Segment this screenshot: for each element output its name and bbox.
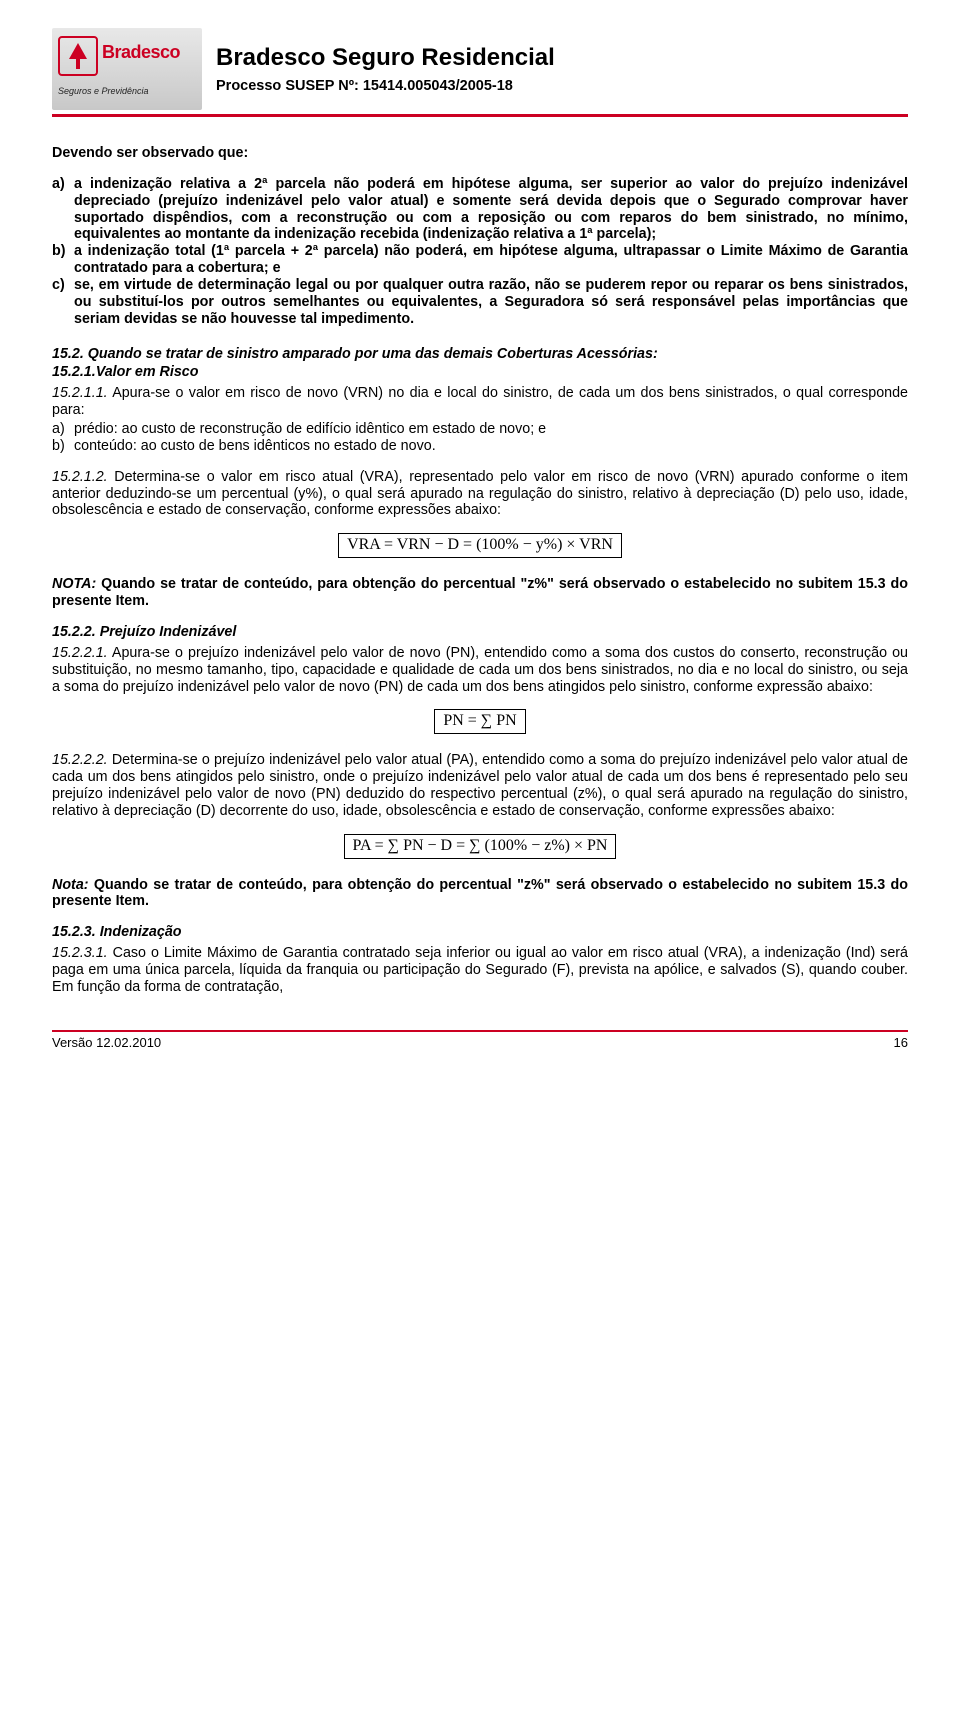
sublist-item-a: a)prédio: ao custo de reconstrução de ed… [52, 421, 908, 438]
formula-vra-text: VRA = VRN − D = (100% − y%) × VRN [338, 533, 622, 558]
text-15-2-3-1: Caso o Limite Máximo de Garantia contrat… [52, 945, 908, 995]
tree-icon [58, 36, 98, 76]
formula-pa: PA = ∑ PN − D = ∑ (100% − z%) × PN [52, 834, 908, 859]
nota-1-text: Quando se tratar de conteúdo, para obten… [52, 576, 908, 609]
nota-1: NOTA: Quando se tratar de conteúdo, para… [52, 576, 908, 610]
para-15-2-3-1: 15.2.3.1. Caso o Limite Máximo de Garant… [52, 945, 908, 996]
section-15-2-title: 15.2. Quando se tratar de sinistro ampar… [52, 346, 908, 363]
para-15-2-2-2: 15.2.2.2. Determina-se o prejuízo indeni… [52, 752, 908, 819]
formula-pn-text: PN = ∑ PN [434, 709, 525, 734]
text-15-2-2-2: Determina-se o prejuízo indenizável pelo… [52, 752, 908, 819]
text-15-2-1-1: Apura-se o valor em risco de novo (VRN) … [52, 385, 908, 418]
list-item-a: a)a indenização relativa a 2ª parcela nã… [52, 176, 908, 243]
lead-15-2-2-2: 15.2.2.2. [52, 752, 108, 768]
sublist-marker-a: a) [52, 421, 74, 438]
text-15-2-2-1: Apura-se o prejuízo indenizável pelo val… [52, 645, 908, 695]
brand-logo: Bradesco Seguros e Previdência [52, 28, 202, 110]
lead-15-2-2-1: 15.2.2.1. [52, 645, 108, 661]
nota-2: Nota: Quando se tratar de conteúdo, para… [52, 877, 908, 911]
footer-version: Versão 12.02.2010 [52, 1035, 161, 1050]
lead-15-2-1-2: 15.2.1.2. [52, 469, 108, 485]
header: Bradesco Seguros e Previdência Bradesco … [52, 28, 908, 110]
sublist-text-b: conteúdo: ao custo de bens idênticos no … [74, 438, 436, 454]
logo-sub-text: Seguros e Previdência [58, 86, 196, 97]
list-marker-a: a) [52, 176, 74, 193]
sublist-15-2-1-1: a)prédio: ao custo de reconstrução de ed… [52, 421, 908, 455]
formula-pa-text: PA = ∑ PN − D = ∑ (100% − z%) × PN [344, 834, 617, 859]
section-15-2-2-title: 15.2.2. Prejuízo Indenizável [52, 624, 908, 641]
list-item-b: b)a indenização total (1ª parcela + 2ª p… [52, 243, 908, 277]
footer-page: 16 [894, 1035, 908, 1050]
formula-pn: PN = ∑ PN [52, 709, 908, 734]
list-item-c: c)se, em virtude de determinação legal o… [52, 277, 908, 328]
list-text-a: a indenização relativa a 2ª parcela não … [74, 176, 908, 243]
text-15-2-1-2: Determina-se o valor em risco atual (VRA… [52, 469, 908, 519]
formula-vra: VRA = VRN − D = (100% − y%) × VRN [52, 533, 908, 558]
list-text-c: se, em virtude de determinação legal ou … [74, 277, 908, 327]
list-text-b: a indenização total (1ª parcela + 2ª par… [74, 243, 908, 276]
nota-2-lead: Nota: [52, 877, 89, 893]
nota-1-lead: NOTA: [52, 576, 96, 592]
list-marker-c: c) [52, 277, 74, 294]
sublist-text-a: prédio: ao custo de reconstrução de edif… [74, 421, 546, 437]
para-15-2-2-1: 15.2.2.1. Apura-se o prejuízo indenizáve… [52, 645, 908, 696]
sublist-item-b: b)conteúdo: ao custo de bens idênticos n… [52, 438, 908, 455]
para-15-2-1-1: 15.2.1.1. Apura-se o valor em risco de n… [52, 385, 908, 419]
para-15-2-1-2: 15.2.1.2. Determina-se o valor em risco … [52, 469, 908, 520]
sublist-marker-b: b) [52, 438, 74, 455]
lead-15-2-3-1: 15.2.3.1. [52, 945, 108, 961]
document-subtitle: Processo SUSEP Nº: 15414.005043/2005-18 [216, 78, 555, 95]
footer: Versão 12.02.2010 16 [52, 1032, 908, 1050]
observation-list: a)a indenização relativa a 2ª parcela nã… [52, 176, 908, 328]
logo-brand-text: Bradesco [102, 42, 180, 63]
observation-lead: Devendo ser observado que: [52, 145, 908, 162]
document-title: Bradesco Seguro Residencial [216, 44, 555, 72]
section-15-2-1-title: 15.2.1.Valor em Risco [52, 364, 908, 381]
section-15-2-3-title: 15.2.3. Indenização [52, 924, 908, 941]
lead-15-2-1-1: 15.2.1.1. [52, 385, 108, 401]
header-divider [52, 114, 908, 117]
list-marker-b: b) [52, 243, 74, 260]
nota-2-text: Quando se tratar de conteúdo, para obten… [52, 877, 908, 910]
